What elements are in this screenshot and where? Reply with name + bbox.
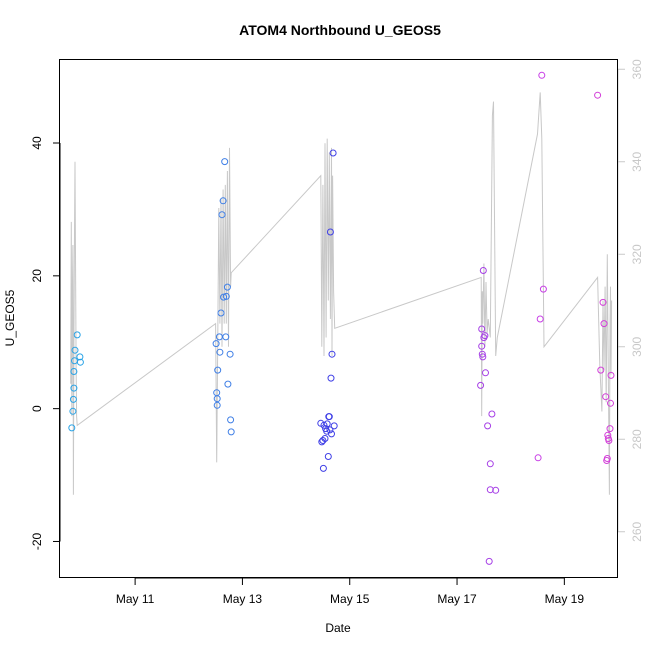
data-point [319,437,327,444]
secondary-series-line [70,92,613,495]
y2-tick-label: 260 [630,521,644,541]
data-point [70,384,78,392]
y2-tick-label: 320 [630,244,644,264]
data-point [227,428,235,436]
y-tick-label: -20 [30,533,44,551]
data-point [227,416,235,424]
data-point [212,340,220,348]
data-point [319,464,327,472]
data-point [482,369,489,377]
data-point [477,381,485,389]
data-point [216,348,224,356]
data-point [607,371,615,379]
data-point [599,298,607,306]
data-point [534,454,542,462]
data-point [320,421,328,429]
data-point [606,425,614,433]
data-point [226,350,234,358]
data-point [478,325,486,333]
data-point [326,426,334,434]
data-point [603,455,611,462]
data-point [327,374,335,382]
data-point [600,320,608,328]
x-tick-label: May 11 [116,592,155,606]
data-point [488,410,496,418]
data-point [478,350,486,358]
data-point [76,358,84,366]
y-tick-label: 0 [30,405,44,412]
data-point [326,228,334,236]
data-point [213,401,221,409]
data-point [492,486,500,494]
data-point [481,332,489,340]
y2-tick-label: 340 [630,151,644,171]
data-point [486,460,494,468]
y2-tick-label: 300 [630,336,644,356]
data-point [221,158,229,166]
data-point [328,430,335,438]
data-point [479,353,487,361]
data-point [597,366,605,374]
data-point [604,431,612,439]
data-point [223,283,231,291]
data-point [219,197,227,205]
data-point [321,435,329,442]
data-point [222,292,230,300]
x-tick-label: May 15 [330,592,370,606]
data-point [607,399,614,407]
data-point [323,420,331,428]
data-point [68,424,76,432]
data-point [217,309,225,317]
data-point [478,342,486,350]
secondary-line-layer [70,92,613,495]
x-tick-label: May 13 [223,592,263,606]
data-point [325,413,333,421]
y2-tick-label: 360 [630,59,644,79]
data-point [479,267,487,274]
x-tick-label: May 17 [437,592,477,606]
data-point [71,346,79,354]
data-point [69,395,77,403]
data-points-layer [68,71,615,565]
y-tick-label: 40 [30,136,44,150]
data-point [602,393,610,401]
data-point [594,91,602,99]
data-point [324,453,332,460]
data-point [330,422,338,430]
x-tick-label: May 19 [545,592,585,606]
data-point [73,331,81,339]
y-axis-label: U_GEOS5 [3,289,17,346]
data-point [329,149,337,157]
data-point [214,366,222,374]
data-point [222,333,230,341]
data-point [70,368,78,375]
data-point [536,315,544,323]
chart-title: ATOM4 Northbound U_GEOS5 [239,22,441,38]
data-point [220,293,228,301]
data-point [484,422,492,430]
data-point [76,353,84,361]
data-point [485,557,493,565]
data-point [539,285,547,293]
data-point [218,211,226,219]
data-point [69,407,77,415]
data-point [538,71,546,79]
plot-frame [59,59,618,578]
y-tick-label: 20 [30,269,44,283]
x-axis-label: Date [325,621,351,635]
y2-tick-label: 280 [630,429,644,449]
data-point [605,437,613,444]
data-point [486,486,494,494]
data-point [224,380,232,388]
data-point [213,395,221,403]
data-point [328,350,336,358]
